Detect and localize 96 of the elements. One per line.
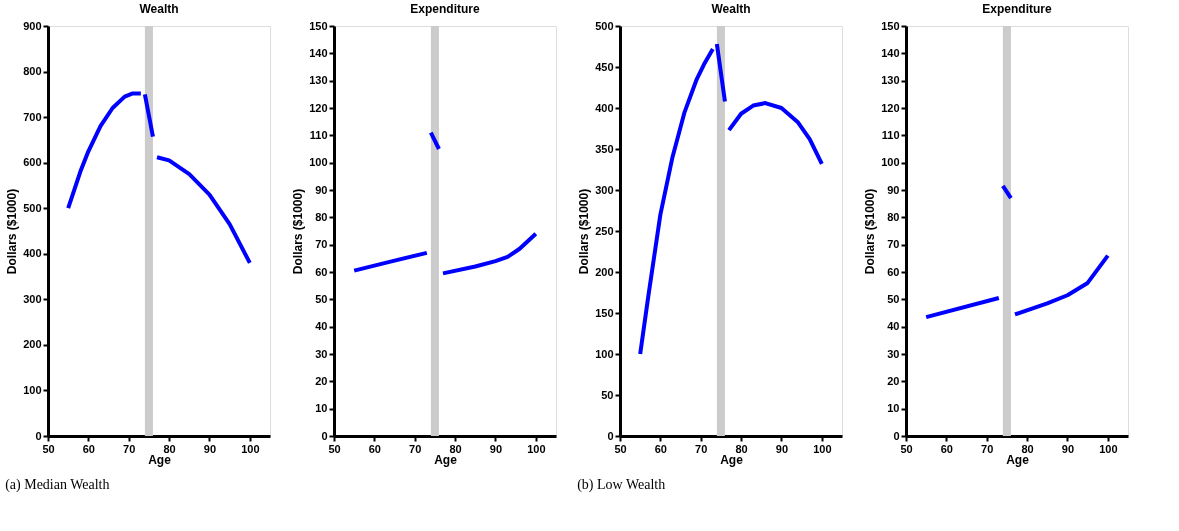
x-axis-title: Age xyxy=(1006,452,1030,467)
line-series xyxy=(1012,253,1110,317)
line-series xyxy=(726,101,824,166)
y-tick-label: 150 xyxy=(881,19,900,32)
x-axis-title: Age xyxy=(434,452,458,467)
x-tick-label: 90 xyxy=(1061,442,1075,455)
x-tick-label: 90 xyxy=(489,442,503,455)
y-tick-label: 80 xyxy=(315,210,328,223)
y-tick-label: 60 xyxy=(887,265,900,278)
y-tick-label: 10 xyxy=(315,402,328,415)
x-tick-label: 100 xyxy=(527,442,546,455)
x-tick-label: 70 xyxy=(123,442,136,455)
x-tick-label: 90 xyxy=(775,442,789,455)
x-tick-label: 80 xyxy=(449,442,462,455)
line-series xyxy=(154,155,252,265)
x-tick-label: 70 xyxy=(695,442,708,455)
x-tick-label: 60 xyxy=(654,442,667,455)
line-series xyxy=(638,46,715,356)
x-tick-label: 90 xyxy=(203,442,217,455)
text: (a) Median Wealth xyxy=(5,476,110,493)
y-axis-title: Dollars ($1000) xyxy=(5,188,20,275)
y-tick-label: 100 xyxy=(309,156,328,169)
y-tick-label: 140 xyxy=(881,46,900,59)
y-tick-label: 130 xyxy=(881,74,900,87)
x-tick-label: 50 xyxy=(900,442,913,455)
chart-title: Expenditure xyxy=(982,2,1052,16)
x-tick-label: 60 xyxy=(82,442,95,455)
x-tick-label: 60 xyxy=(368,442,381,455)
y-tick-label: 20 xyxy=(887,374,900,387)
y-tick-label: 450 xyxy=(595,60,614,73)
y-tick-label: 700 xyxy=(23,110,42,123)
y-tick-label: 500 xyxy=(595,19,614,32)
y-tick-label: 400 xyxy=(23,247,42,260)
x-tick-label: 80 xyxy=(163,442,176,455)
y-tick-label: 300 xyxy=(23,292,42,305)
y-tick-label: 10 xyxy=(887,402,900,415)
x-axis-title: Age xyxy=(720,452,744,467)
y-tick-label: 50 xyxy=(601,388,614,401)
x-tick-label: 50 xyxy=(42,442,55,455)
x-tick-label: 70 xyxy=(981,442,994,455)
chart-title: Expenditure xyxy=(410,2,480,16)
y-tick-label: 100 xyxy=(595,347,614,360)
y-tick-label: 0 xyxy=(35,429,42,442)
y-tick-label: 40 xyxy=(887,320,900,333)
y-tick-label: 30 xyxy=(887,347,900,360)
y-tick-label: 70 xyxy=(887,238,900,251)
y-tick-label: 50 xyxy=(887,292,900,305)
y-tick-label: 200 xyxy=(23,338,42,351)
x-tick-label: 60 xyxy=(940,442,953,455)
y-tick-label: 600 xyxy=(23,156,42,169)
y-tick-label: 40 xyxy=(315,320,328,333)
y-tick-label: 110 xyxy=(881,128,900,141)
y-tick-label: 120 xyxy=(881,101,900,114)
y-tick-label: 80 xyxy=(887,210,900,223)
x-axis-title: Age xyxy=(148,452,172,467)
y-tick-label: 150 xyxy=(595,306,614,319)
text: (b) Low Wealth xyxy=(577,476,666,493)
y-tick-label: 150 xyxy=(309,19,328,32)
y-tick-label: 70 xyxy=(315,238,328,251)
y-tick-label: 400 xyxy=(595,101,614,114)
y-tick-label: 90 xyxy=(887,183,900,196)
y-tick-label: 30 xyxy=(315,347,328,360)
x-tick-label: 100 xyxy=(1099,442,1118,455)
y-tick-label: 0 xyxy=(893,429,900,442)
y-tick-label: 90 xyxy=(315,183,328,196)
x-tick-label: 70 xyxy=(409,442,422,455)
y-tick-label: 0 xyxy=(607,429,614,442)
line-series xyxy=(440,231,538,276)
y-tick-label: 200 xyxy=(595,265,614,278)
x-tick-label: 50 xyxy=(614,442,627,455)
x-tick-label: 50 xyxy=(328,442,341,455)
y-tick-label: 800 xyxy=(23,65,42,78)
y-tick-label: 50 xyxy=(315,292,328,305)
y-tick-label: 120 xyxy=(309,101,328,114)
x-tick-label: 80 xyxy=(1021,442,1034,455)
y-tick-label: 140 xyxy=(309,46,328,59)
y-tick-label: 60 xyxy=(315,265,328,278)
y-tick-label: 130 xyxy=(309,74,328,87)
x-tick-label: 100 xyxy=(813,442,832,455)
y-tick-label: 250 xyxy=(595,224,614,237)
x-tick-label: 100 xyxy=(241,442,260,455)
y-tick-label: 100 xyxy=(881,156,900,169)
y-tick-label: 20 xyxy=(315,374,328,387)
y-tick-label: 100 xyxy=(23,383,42,396)
y-tick-label: 350 xyxy=(595,142,614,155)
y-tick-label: 300 xyxy=(595,183,614,196)
chart-title: Wealth xyxy=(711,2,751,16)
y-axis-title: Dollars ($1000) xyxy=(577,188,592,275)
y-tick-label: 900 xyxy=(23,19,42,32)
y-tick-label: 0 xyxy=(321,429,328,442)
y-axis-title: Dollars ($1000) xyxy=(863,188,878,275)
y-tick-label: 500 xyxy=(23,201,42,214)
y-axis-title: Dollars ($1000) xyxy=(291,188,306,275)
x-tick-label: 80 xyxy=(735,442,748,455)
chart-title: Wealth xyxy=(139,2,179,16)
y-tick-label: 110 xyxy=(309,128,328,141)
